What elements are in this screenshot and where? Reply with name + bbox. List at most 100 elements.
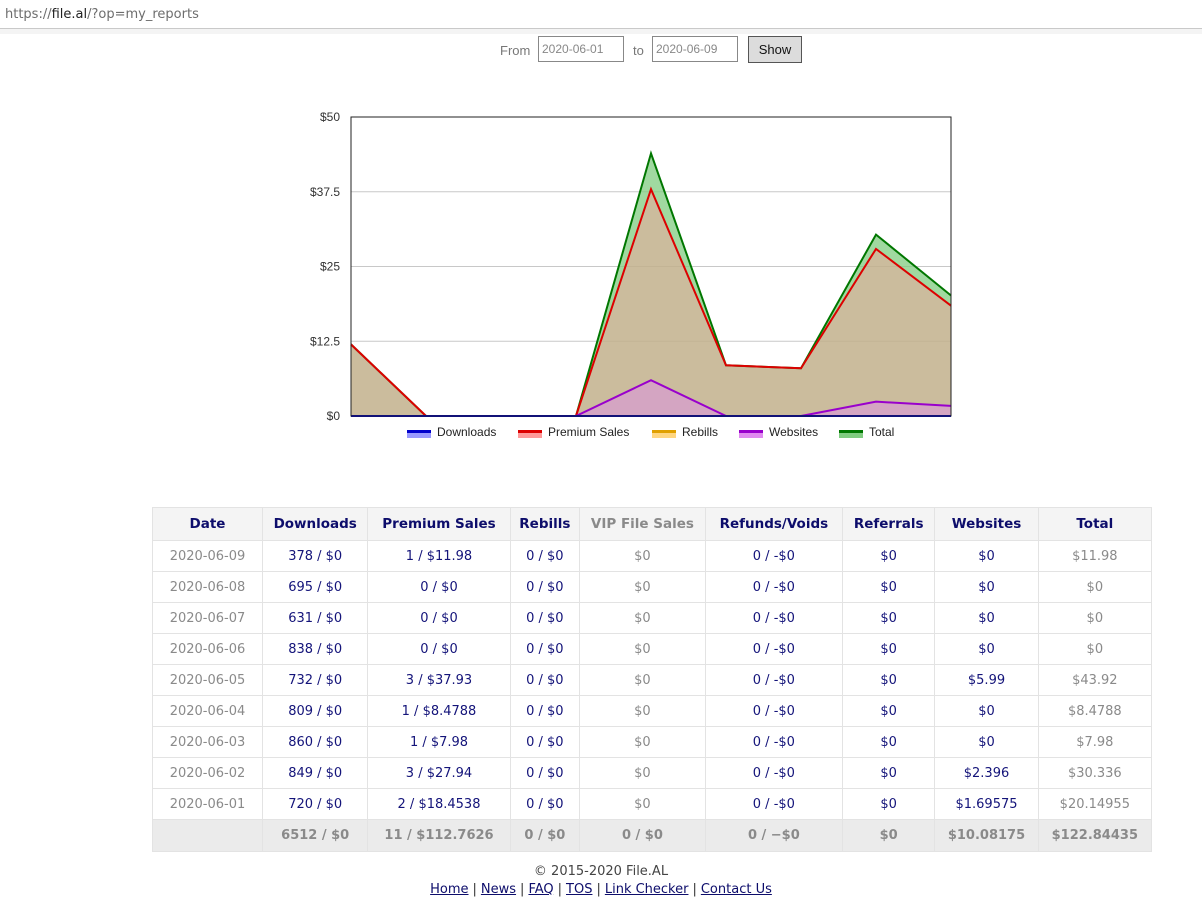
table-cell: $20.14955 (1037, 788, 1153, 820)
table-cell: 0 / -$0 (704, 633, 843, 665)
url-scheme: https:// (5, 7, 52, 22)
legend-swatch (518, 430, 542, 433)
table-cell: $0 (934, 571, 1039, 603)
table-cell: 0 / $0 (509, 695, 581, 727)
totals-cell: $10.08175 (934, 819, 1039, 852)
table-cell: $30.336 (1037, 757, 1153, 789)
col-header-refunds-voids: Refunds/Voids (704, 507, 843, 541)
totals-cell (152, 819, 263, 852)
footer-link-tos[interactable]: TOS (566, 882, 593, 897)
legend-label: Rebills (682, 425, 718, 439)
address-url[interactable]: https://file.al/?op=my_reports (5, 7, 199, 22)
table-cell: $5.99 (934, 664, 1039, 696)
table-cell: $0 (579, 664, 706, 696)
table-cell: $0 (841, 602, 936, 634)
col-header-premium-sales: Premium Sales (367, 507, 511, 541)
table-cell: $0 (841, 540, 936, 572)
area-premium-sales (351, 189, 951, 416)
table-cell: $0 (579, 633, 706, 665)
col-header-referrals: Referrals (841, 507, 936, 541)
table-cell: $0 (934, 540, 1039, 572)
legend-swatch (839, 430, 863, 433)
y-tick-label: $50 (320, 110, 340, 124)
plot-frame (350, 116, 952, 417)
footer-link-home[interactable]: Home (430, 882, 469, 897)
table-cell: 695 / $0 (261, 571, 369, 603)
table-row: 2020-06-09 378 / $0 1 / $11.98 0 / $0 $0 0 / … (152, 540, 1153, 572)
legend-swatch (739, 430, 763, 433)
legend-swatch-fill (652, 433, 676, 438)
table-cell: 2020-06-03 (152, 726, 263, 758)
table-cell: 2 / $18.4538 (367, 788, 511, 820)
table-cell: $0 (934, 633, 1039, 665)
table-cell: 0 / -$0 (704, 695, 843, 727)
table-cell: 838 / $0 (261, 633, 369, 665)
table-cell: $0 (841, 695, 936, 727)
table-row: 2020-06-04 809 / $0 1 / $8.4788 0 / $0 $0 0 /… (152, 695, 1153, 727)
y-tick-label: $37.5 (310, 185, 340, 199)
footer-link-news[interactable]: News (480, 882, 517, 897)
table-cell: 809 / $0 (261, 695, 369, 727)
table-cell: $43.92 (1037, 664, 1153, 696)
table-cell: $0 (934, 602, 1039, 634)
table-cell: $2.396 (934, 757, 1039, 789)
table-cell: $0 (934, 695, 1039, 727)
from-date-input[interactable]: 2020-06-01 (538, 36, 624, 62)
col-header-downloads: Downloads (261, 507, 369, 541)
table-cell: $0 (579, 757, 706, 789)
legend-label: Websites (769, 425, 818, 439)
to-date-input[interactable]: 2020-06-09 (652, 36, 738, 62)
table-cell: 2020-06-02 (152, 757, 263, 789)
table-cell: 0 / -$0 (704, 602, 843, 634)
show-button[interactable]: Show (748, 36, 802, 63)
table-cell: $0 (1037, 571, 1153, 603)
footer-link-link-checker[interactable]: Link Checker (604, 882, 689, 897)
table-cell: 0 / $0 (509, 602, 581, 634)
table-cell: 631 / $0 (261, 602, 369, 634)
totals-cell: 0 / $0 (579, 819, 706, 852)
footer-link-contact-us[interactable]: Contact Us (700, 882, 772, 897)
from-label: From (500, 43, 531, 58)
legend-swatch-fill (518, 433, 542, 438)
table-cell: 2020-06-05 (152, 664, 263, 696)
table-cell: $0 (841, 633, 936, 665)
link-separator: | (557, 882, 563, 897)
legend-swatch-fill (839, 433, 863, 438)
y-tick-label: $0 (327, 409, 341, 423)
footer-links: Home | News | FAQ | TOS | Link Checker | Contact U… (0, 882, 1202, 897)
table-cell: $0 (1037, 602, 1153, 634)
table-cell: 0 / $0 (509, 757, 581, 789)
link-separator: | (692, 882, 697, 897)
table-cell: 3 / $27.94 (367, 757, 511, 789)
url-path: /?op=my_reports (87, 7, 199, 22)
table-cell: $1.69575 (934, 788, 1039, 820)
table-cell: 0 / -$0 (704, 788, 843, 820)
table-cell: 2020-06-06 (152, 633, 263, 665)
col-header-total: Total (1037, 507, 1153, 541)
table-cell: $0 (579, 602, 706, 634)
table-cell: 1 / $11.98 (367, 540, 511, 572)
table-cell: 0 / $0 (509, 664, 581, 696)
table-cell: 3 / $37.93 (367, 664, 511, 696)
table-cell: 849 / $0 (261, 757, 369, 789)
table-cell: 2020-06-04 (152, 695, 263, 727)
y-tick-label: $25 (320, 260, 340, 274)
table-cell: 0 / $0 (509, 726, 581, 758)
table-row: 2020-06-08 695 / $0 0 / $0 0 / $0 $0 0 / -$0 $… (152, 571, 1153, 603)
table-cell: 0 / $0 (367, 571, 511, 603)
reports-table: Date Downloads Premium Sales Rebills VIP Fil… (152, 507, 1153, 852)
table-cell: 860 / $0 (261, 726, 369, 758)
table-row: 2020-06-06 838 / $0 0 / $0 0 / $0 $0 0 / -$0 $… (152, 633, 1153, 665)
table-cell: $0 (934, 726, 1039, 758)
table-cell: $7.98 (1037, 726, 1153, 758)
table-cell: 0 / -$0 (704, 664, 843, 696)
address-bar[interactable]: https://file.al/?op=my_reports (0, 0, 1202, 29)
copyright: © 2015-2020 File.AL (533, 864, 669, 879)
url-host: file.al (51, 7, 88, 22)
table-cell: $8.4788 (1037, 695, 1153, 727)
legend-label: Total (869, 425, 894, 439)
legend-swatch (407, 430, 431, 433)
table-cell: 2020-06-01 (152, 788, 263, 820)
to-label: to (633, 43, 644, 58)
footer-link-faq[interactable]: FAQ (528, 882, 554, 897)
